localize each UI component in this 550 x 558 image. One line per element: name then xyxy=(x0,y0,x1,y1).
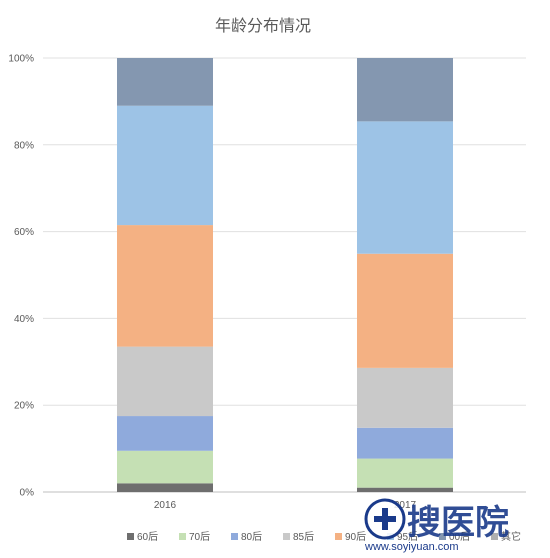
y-axis-labels: 0% 20% 40% 60% 80% 100% xyxy=(8,54,34,499)
x-axis-labels: 2016 2017 xyxy=(154,500,417,511)
bar-segment xyxy=(357,427,453,459)
legend-label: 90后 xyxy=(345,531,366,543)
y-tick-label: 100% xyxy=(8,54,34,65)
legend-swatch xyxy=(231,533,238,540)
bar-segment xyxy=(117,225,213,347)
bar-segment xyxy=(357,367,453,428)
bar-segment xyxy=(117,346,213,417)
gridlines xyxy=(43,57,526,493)
watermark-url: www.soyiyuan.com xyxy=(364,541,459,553)
legend-label: 其它 xyxy=(501,530,521,543)
legend-label: 70后 xyxy=(189,531,210,543)
legend-label: 60后 xyxy=(137,531,158,543)
bar-segment xyxy=(117,58,213,106)
y-tick-label: 0% xyxy=(20,488,35,499)
bar-segment xyxy=(357,58,453,122)
y-tick-label: 40% xyxy=(14,314,34,325)
bar-segment xyxy=(357,253,453,368)
x-tick-label: 2016 xyxy=(154,500,177,511)
chart-title: 年龄分布情况 xyxy=(215,17,311,35)
bar-segment xyxy=(357,458,453,488)
legend-swatch xyxy=(283,533,290,540)
legend-swatch xyxy=(439,533,446,540)
legend-label: 95后 xyxy=(397,531,418,543)
y-tick-label: 60% xyxy=(14,227,34,238)
legend: 60后 70后 80后 85后 90后 95后 00后 其它 xyxy=(127,530,521,543)
legend-swatch xyxy=(179,533,186,540)
y-tick-label: 80% xyxy=(14,140,34,151)
watermark-logo: 搜医院 www.soyiyuan.com xyxy=(361,497,546,553)
bar-segment xyxy=(357,487,453,492)
legend-swatch xyxy=(127,533,134,540)
watermark-brand: 搜医院 xyxy=(407,503,509,542)
y-tick-label: 20% xyxy=(14,401,34,412)
bar-segment xyxy=(117,483,213,492)
legend-swatch xyxy=(335,533,342,540)
bar-segment xyxy=(117,105,213,226)
bar-segment xyxy=(117,416,213,451)
bar-segment xyxy=(117,450,213,484)
bars xyxy=(117,58,453,492)
x-tick-label: 2017 xyxy=(394,500,417,511)
legend-swatch xyxy=(491,533,498,540)
legend-label: 80后 xyxy=(241,531,262,543)
legend-label: 85后 xyxy=(293,531,314,543)
bar-segment xyxy=(357,121,453,254)
legend-label: 00后 xyxy=(449,531,470,543)
